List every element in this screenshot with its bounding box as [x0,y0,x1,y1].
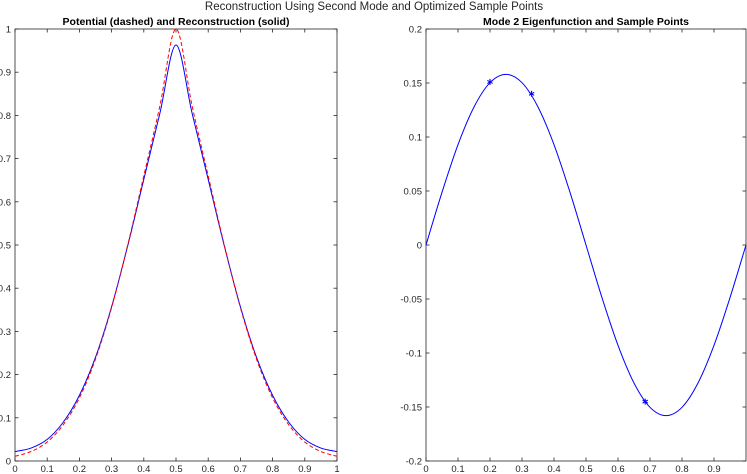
left-x-ticks: 0 0.1 0.2 0.3 0.4 0.5 0.6 0.7 0.8 0.9 1 [12,29,340,474]
reconstruction-solid-line [14,44,338,452]
right-x-tick-label: 0.8 [675,464,688,474]
right-x-tick-label: 0.6 [611,464,624,474]
left-y-tick-label: 0.9 [0,68,11,79]
eigenfunction-line [425,73,747,417]
right-y-ticks: -0.2 -0.15 -0.1 -0.05 0 0.05 0.1 0.15 0.2 [400,25,746,468]
left-x-tick-label: 0.3 [105,464,118,474]
sample-point-marker [487,78,493,85]
left-x-tick-label: 0.5 [169,464,182,474]
right-y-tick-label: -0.05 [400,295,422,306]
right-x-tick-label: 0.9 [707,464,720,474]
left-axes-title: Potential (dashed) and Reconstruction (s… [63,16,290,28]
potential-dashed-line [14,28,338,457]
right-y-tick-label: 0.15 [404,79,423,90]
right-y-tick-label: 0.1 [409,133,422,144]
sample-point-stroke [528,91,535,96]
left-x-tick-label: 0.7 [234,464,247,474]
right-axes-title: Mode 2 Eigenfunction and Sample Points [483,16,689,28]
sample-point-marker [528,90,535,97]
right-x-ticks: 0 0.1 0.2 0.3 0.4 0.5 0.6 0.7 0.8 0.9 [423,29,721,474]
left-x-tick-label: 0 [12,464,17,474]
right-x-tick-label: 0 [423,464,428,474]
left-y-tick-label: 1 [6,25,11,36]
right-y-tick-label: -0.2 [406,457,422,468]
right-x-tick-label: 0.7 [643,464,656,474]
right-x-tick-label: 0.2 [483,464,496,474]
left-y-tick-label: 0.4 [0,284,11,295]
right-x-tick-label: 0.4 [547,464,560,474]
left-x-tick-label: 0.6 [202,464,215,474]
figure-suptitle: Reconstruction Using Second Mode and Opt… [205,1,543,13]
left-x-tick-label: 0.2 [73,464,86,474]
left-y-tick-label: 0.8 [0,111,11,122]
right-x-tick-label: 0.3 [515,464,528,474]
left-x-tick-label: 1 [334,464,339,474]
left-y-tick-label: 0.7 [0,154,11,165]
right-y-tick-label: -0.15 [400,403,422,414]
left-y-tick-label: 0.2 [0,370,11,381]
left-y-tick-label: 0.6 [0,197,11,208]
left-x-tick-label: 0.8 [266,464,279,474]
right-plot-lines [425,73,747,417]
left-y-tick-label: 0.5 [0,241,11,252]
left-x-tick-label: 0.1 [41,464,54,474]
sample-point-stroke [487,79,493,84]
sample-point-stroke [642,399,649,404]
left-plot-lines [14,28,338,457]
right-x-tick-label: 0.5 [579,464,592,474]
right-x-tick-label: 0.1 [451,464,464,474]
left-y-ticks: 0 0.1 0.2 0.3 0.4 0.5 0.6 0.7 0.8 0.9 1 [0,25,337,468]
right-y-tick-label: 0 [417,241,422,252]
left-x-tick-label: 0.9 [298,464,311,474]
sample-point-marker [642,398,649,405]
left-x-tick-label: 0.4 [137,464,150,474]
left-y-tick-label: 0 [6,457,11,468]
right-y-tick-label: 0.05 [404,187,423,198]
left-axes: Potential (dashed) and Reconstruction (s… [0,16,340,474]
left-y-tick-label: 0.3 [0,327,11,338]
left-y-tick-label: 0.1 [0,413,11,424]
right-y-tick-label: 0.2 [409,25,422,36]
right-axes: Mode 2 Eigenfunction and Sample Points 0… [400,16,747,474]
right-y-tick-label: -0.1 [406,349,422,360]
